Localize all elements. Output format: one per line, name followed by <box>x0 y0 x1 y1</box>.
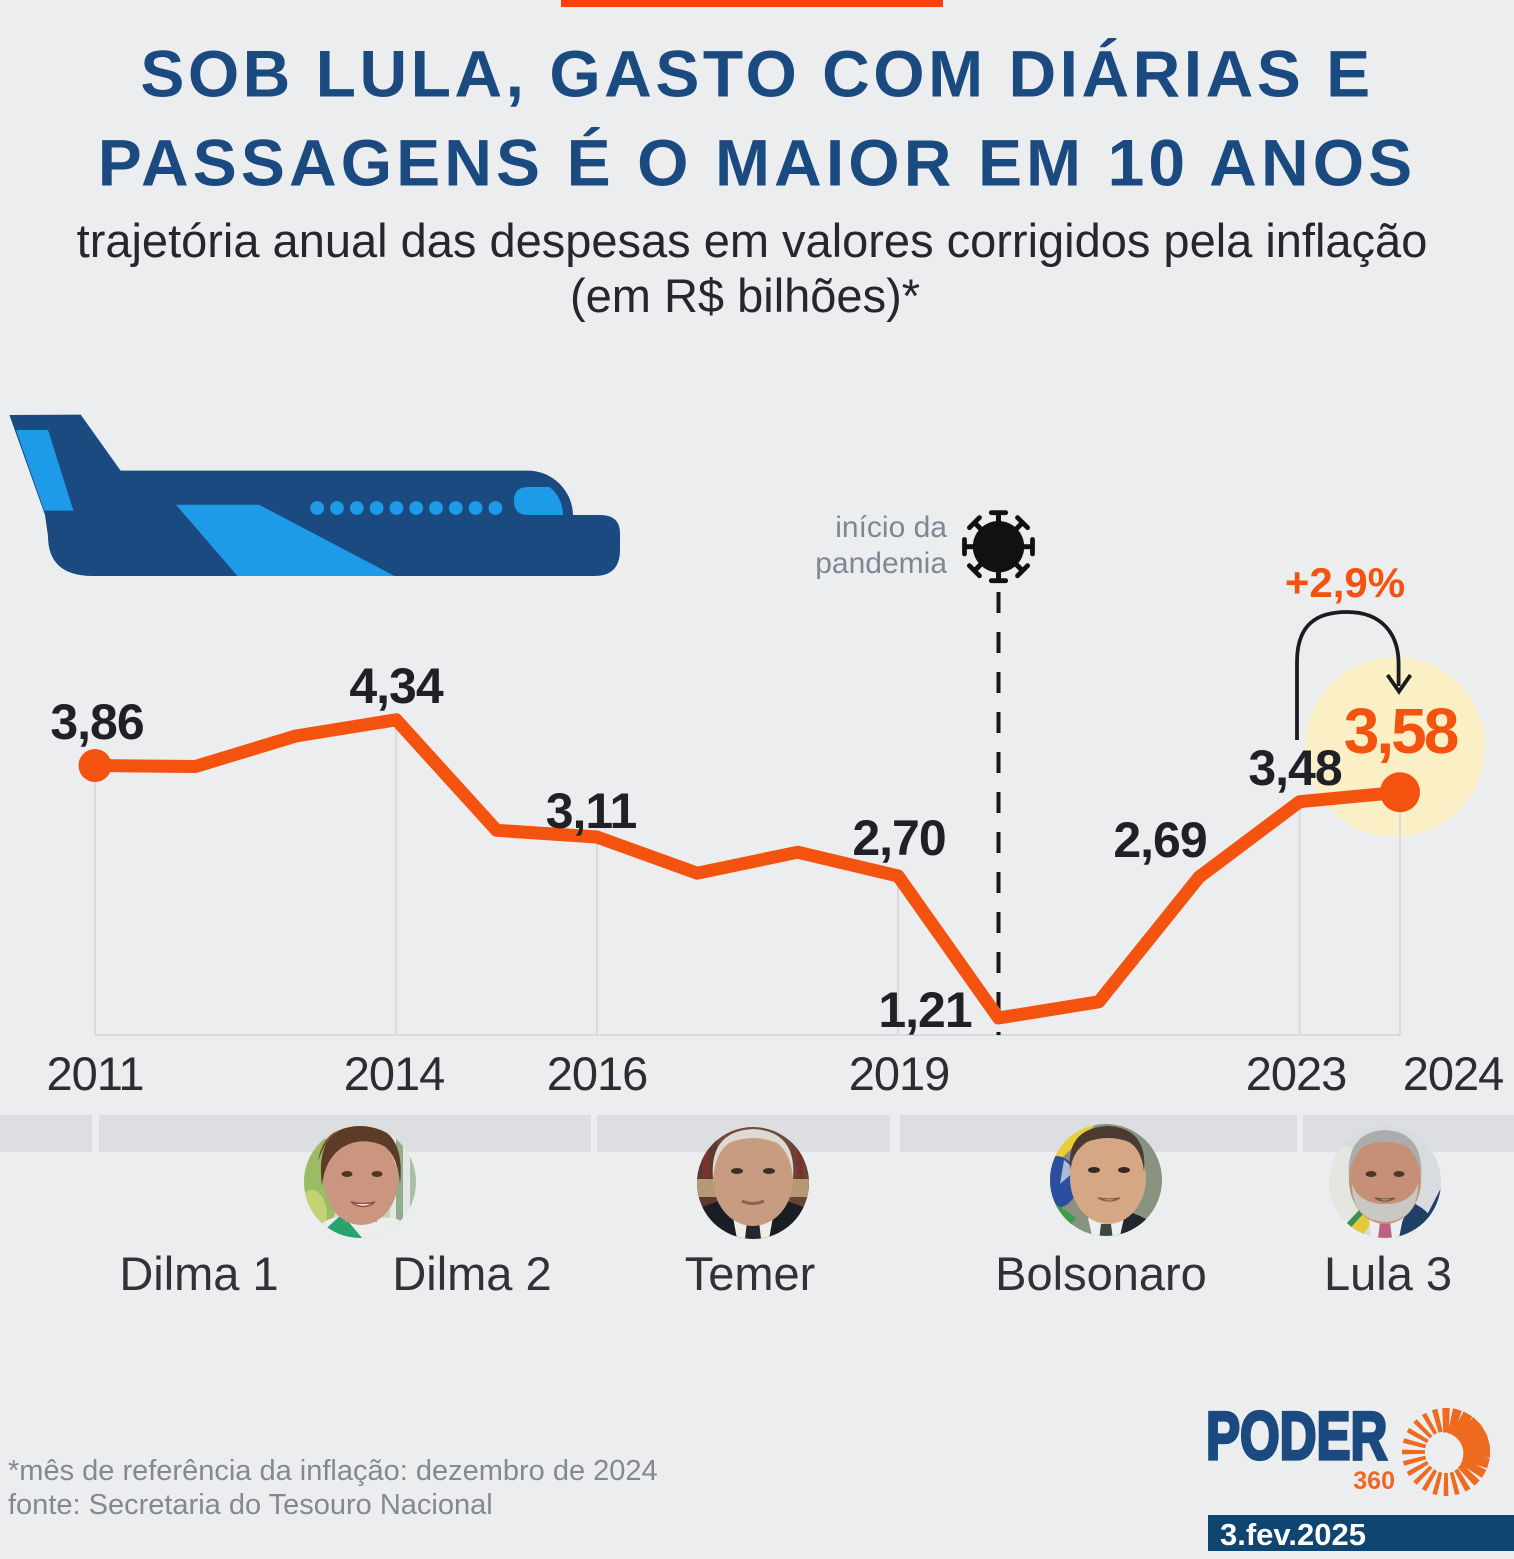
svg-text:2011: 2011 <box>46 1047 143 1100</box>
svg-text:3,58: 3,58 <box>1344 695 1458 767</box>
svg-text:2024: 2024 <box>1403 1047 1504 1100</box>
svg-text:3,86: 3,86 <box>50 694 143 750</box>
svg-text:1,21: 1,21 <box>878 982 972 1038</box>
svg-text:3,48: 3,48 <box>1248 740 1342 796</box>
svg-text:3.fev.2025: 3.fev.2025 <box>1220 1517 1366 1552</box>
svg-text:*mês de referência da inflação: *mês de referência da inflação: dezembro… <box>8 1455 658 1487</box>
svg-text:trajetória anual das despesas: trajetória anual das despesas em valores… <box>77 214 1428 267</box>
svg-text:SOB LULA, GASTO COM DIÁRIAS E: SOB LULA, GASTO COM DIÁRIAS E <box>140 37 1373 111</box>
svg-text:4,34: 4,34 <box>349 658 444 714</box>
svg-text:360: 360 <box>1353 1467 1395 1495</box>
svg-text:2014: 2014 <box>344 1047 445 1100</box>
svg-text:PODER: PODER <box>1206 1398 1387 1474</box>
svg-text:início da: início da <box>835 511 947 544</box>
svg-text:pandemia: pandemia <box>815 547 947 580</box>
svg-text:3,11: 3,11 <box>546 783 637 839</box>
svg-text:2,70: 2,70 <box>852 810 945 866</box>
svg-text:fonte: Secretaria do Tesouro N: fonte: Secretaria do Tesouro Nacional <box>8 1489 493 1521</box>
svg-text:2023: 2023 <box>1246 1047 1347 1100</box>
svg-text:2019: 2019 <box>849 1047 950 1100</box>
svg-text:Dilma 2: Dilma 2 <box>392 1247 551 1300</box>
svg-text:Bolsonaro: Bolsonaro <box>995 1247 1207 1300</box>
svg-text:+2,9%: +2,9% <box>1285 559 1405 606</box>
svg-text:(em R$ bilhões)*: (em R$ bilhões)* <box>570 269 920 322</box>
svg-text:PASSAGENS É O MAIOR EM 10 ANOS: PASSAGENS É O MAIOR EM 10 ANOS <box>98 126 1417 200</box>
svg-text:Dilma 1: Dilma 1 <box>119 1247 278 1300</box>
svg-text:2016: 2016 <box>547 1047 648 1100</box>
svg-text:Lula 3: Lula 3 <box>1324 1247 1452 1300</box>
svg-text:2,69: 2,69 <box>1113 812 1206 868</box>
svg-text:Temer: Temer <box>685 1247 816 1300</box>
